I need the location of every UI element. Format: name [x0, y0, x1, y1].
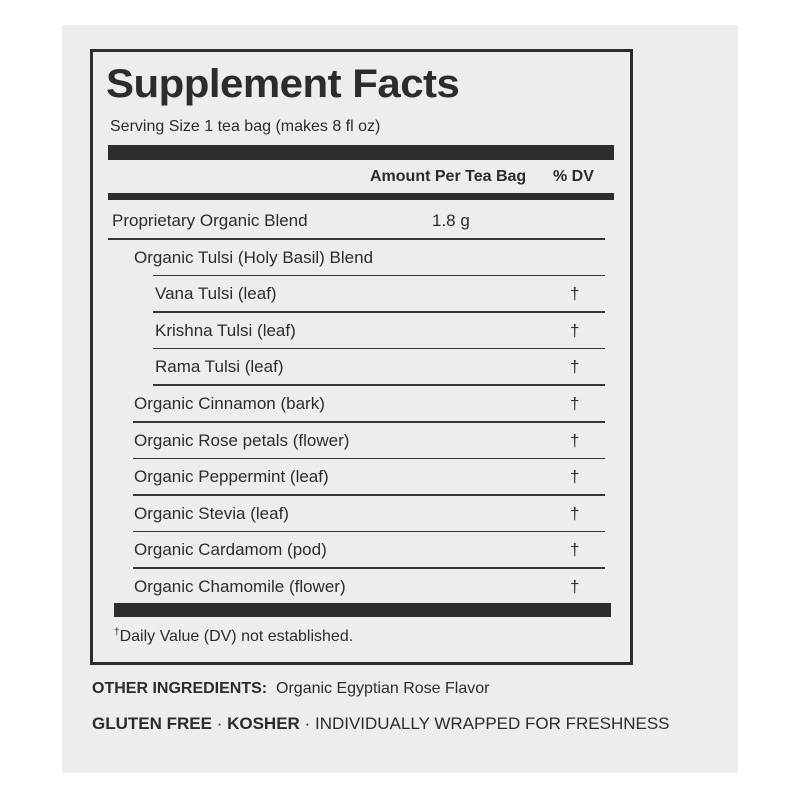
- table-row: Organic Cinnamon (bark) †: [0, 394, 800, 430]
- ingredient-name: Organic Chamomile (flower): [134, 577, 346, 596]
- daily-value: †: [570, 503, 580, 523]
- other-ingredients-label: OTHER INGREDIENTS:: [92, 680, 268, 697]
- ingredient-name: Organic Stevia (leaf): [134, 503, 289, 523]
- wrapped-claim: INDIVIDUALLY WRAPPED FOR FRESHNESS: [314, 714, 670, 733]
- other-ingredients: OTHER INGREDIENTS: Organic Egyptian Rose…: [92, 680, 489, 698]
- ingredient-name: Vana Tulsi (leaf): [155, 284, 277, 304]
- daily-value: †: [570, 394, 580, 413]
- amount-column-header: Amount Per Tea Bag: [370, 168, 527, 185]
- table-row: Krishna Tulsi (leaf) †: [0, 321, 800, 357]
- dv-column-header: % DV: [553, 168, 594, 185]
- ingredient-name: Krishna Tulsi (leaf): [155, 320, 296, 340]
- table-row: Organic Rose petals (flower) †: [0, 431, 800, 467]
- dagger-mark: †: [114, 627, 120, 638]
- ingredient-amount: 1.8 g: [432, 211, 470, 230]
- row-divider: [108, 238, 605, 240]
- serving-size: Serving Size 1 tea bag (makes 8 fl oz): [110, 118, 381, 135]
- table-row: Organic Peppermint (leaf) †: [0, 467, 800, 503]
- row-divider: [153, 347, 605, 350]
- row-divider: [133, 567, 605, 569]
- table-row: Rama Tulsi (leaf) †: [0, 357, 800, 393]
- row-divider: [153, 311, 605, 313]
- row-divider: [153, 274, 605, 277]
- thick-divider-bottom: [114, 603, 611, 617]
- separator: ·: [216, 714, 223, 733]
- table-row: Organic Cardamom (pod) †: [0, 540, 800, 576]
- claims-line: GLUTEN FREE · KOSHER · INDIVIDUALLY WRAP…: [92, 714, 670, 734]
- separator: ·: [304, 714, 311, 733]
- supplement-facts-box: [90, 49, 633, 665]
- row-divider: [133, 494, 605, 496]
- table-row: Organic Chamomile (flower) †: [0, 577, 800, 613]
- other-ingredients-text: Organic Egyptian Rose Flavor: [276, 680, 490, 697]
- medium-divider: [108, 193, 614, 200]
- ingredient-name: Rama Tulsi (leaf): [155, 357, 284, 377]
- ingredient-name: Proprietary Organic Blend: [112, 211, 308, 230]
- ingredient-name: Organic Cardamom (pod): [134, 540, 327, 560]
- daily-value: †: [570, 577, 580, 596]
- ingredient-name: Organic Peppermint (leaf): [134, 467, 329, 487]
- row-divider: [133, 457, 605, 460]
- daily-value: †: [570, 320, 580, 340]
- footnote-text: Daily Value (DV) not established.: [119, 628, 354, 645]
- thick-divider-top: [108, 145, 614, 160]
- gluten-free-claim: GLUTEN FREE: [92, 714, 212, 733]
- row-divider: [133, 530, 605, 533]
- table-row: Organic Stevia (leaf) †: [0, 504, 800, 540]
- ingredient-name: Organic Cinnamon (bark): [134, 394, 325, 413]
- ingredient-name: Organic Tulsi (Holy Basil) Blend: [134, 247, 374, 267]
- daily-value: †: [570, 284, 580, 304]
- kosher-claim: KOSHER: [227, 714, 300, 733]
- daily-value: †: [570, 430, 580, 450]
- row-divider: [153, 384, 605, 386]
- table-row: Proprietary Organic Blend 1.8 g: [0, 211, 800, 247]
- ingredient-name: Organic Rose petals (flower): [134, 430, 350, 450]
- daily-value: †: [570, 467, 580, 487]
- table-row: Vana Tulsi (leaf) †: [0, 284, 800, 320]
- row-divider: [133, 421, 605, 423]
- daily-value: †: [570, 357, 580, 377]
- daily-value: †: [570, 540, 580, 560]
- table-row: Organic Tulsi (Holy Basil) Blend: [0, 248, 800, 284]
- footnote: †Daily Value (DV) not established.: [114, 627, 353, 646]
- facts-title: Supplement Facts: [106, 62, 460, 106]
